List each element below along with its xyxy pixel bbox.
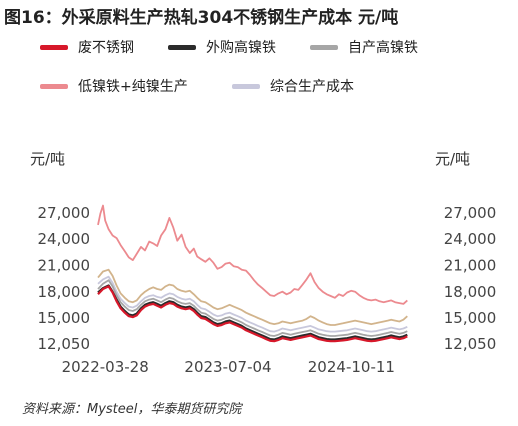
y-tick-label-right: 15,000 — [444, 309, 497, 327]
y-axis-unit-right: 元/吨 — [435, 150, 470, 168]
y-axis-unit-left: 元/吨 — [30, 150, 65, 168]
y-tick-label-left: 24,000 — [38, 230, 91, 248]
legend-label-low-ni-pure-ni: 低镍铁+纯镍生产 — [78, 79, 188, 95]
legend-label-self-npi: 自产高镍铁 — [348, 40, 418, 56]
y-tick-label-right: 12,050 — [444, 335, 497, 353]
chart-legend: 废不锈钢 外购高镍铁 自产高镍铁 低镍铁+纯镍生产 综合生产成本 — [0, 0, 518, 110]
series-lines — [97, 204, 408, 343]
series-line-0 — [97, 285, 408, 343]
y-tick-label-left: 12,050 — [38, 335, 91, 353]
y-tick-label-left: 21,000 — [38, 256, 91, 274]
y-tick-label-right: 27,000 — [444, 204, 497, 222]
y-axis-right: 12,050 15,000 18,000 21,000 24,000 27,000 — [444, 204, 497, 353]
legend-item-self-npi: 自产高镍铁 — [310, 37, 418, 57]
legend-swatch-self-npi — [310, 44, 338, 50]
series-line-2 — [97, 279, 408, 337]
legend-swatch-composite-cost — [232, 83, 260, 89]
y-tick-label-left: 15,000 — [38, 309, 91, 327]
x-tick-label: 2022-03-28 — [62, 358, 149, 376]
legend-swatch-low-ni-pure-ni — [40, 83, 68, 89]
chart-title: 图16：外采原料生产热轧304不锈钢生产成本 元/吨 — [4, 8, 399, 28]
series-line-3 — [97, 204, 408, 305]
y-tick-label-right: 18,000 — [444, 283, 497, 301]
legend-label-composite-cost: 综合生产成本 — [270, 79, 354, 95]
legend-label-purchased-npi: 外购高镍铁 — [206, 40, 276, 56]
series-line-5 — [97, 268, 408, 326]
y-tick-label-left: 27,000 — [38, 204, 91, 222]
y-tick-label-left: 18,000 — [38, 283, 91, 301]
series-line-1 — [97, 284, 408, 341]
y-tick-label-right: 21,000 — [444, 256, 497, 274]
legend-label-scrap-stainless: 废不锈钢 — [78, 40, 134, 56]
legend-item-composite-cost: 综合生产成本 — [232, 76, 354, 96]
x-tick-label: 2023-07-04 — [184, 358, 271, 376]
legend-swatch-purchased-npi — [168, 44, 196, 50]
y-axis-left: 12,050 15,000 18,000 21,000 24,000 27,000 — [38, 204, 91, 353]
series-line-4 — [97, 275, 408, 333]
legend-item-low-ni-pure-ni: 低镍铁+纯镍生产 — [40, 76, 188, 96]
x-axis: 2022-03-28 2023-07-04 2024-10-11 — [62, 358, 395, 376]
x-tick-label: 2024-10-11 — [308, 358, 395, 376]
legend-item-purchased-npi: 外购高镍铁 — [168, 37, 276, 57]
source-note: 资料来源：Mysteel，华泰期货研究院 — [22, 402, 242, 417]
legend-swatch-scrap-stainless — [40, 44, 68, 50]
legend-item-scrap-stainless: 废不锈钢 — [40, 37, 134, 57]
y-tick-label-right: 24,000 — [444, 230, 497, 248]
